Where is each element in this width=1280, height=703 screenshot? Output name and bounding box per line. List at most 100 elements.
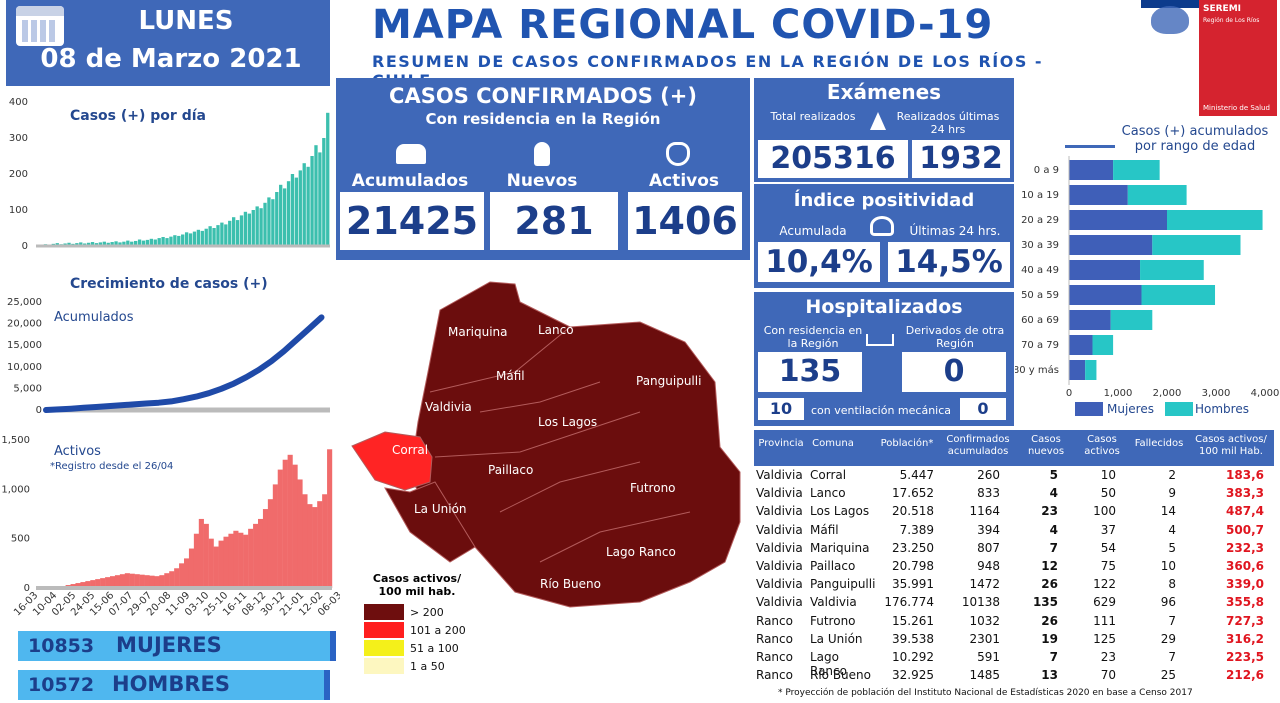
table-row: Valdivia Corral 5.447 260 5 10 2 183,6 [754,466,1274,484]
hombres-value: 10572 [28,674,95,696]
table-cell: 111 [1093,613,1116,628]
bar [248,528,254,588]
map-label: Lanco [538,323,574,337]
flask-icon [870,112,886,130]
bar-hombres [1113,160,1160,180]
category-label: 30 a 39 [1021,240,1059,251]
table-cell: 948 [977,559,1000,573]
bar [286,181,291,246]
date-label: 08 de Marzo 2021 [40,44,302,74]
bar [126,240,130,246]
bar [271,199,275,246]
vent-derivados-value: 0 [960,398,1006,420]
bar [153,239,157,246]
map-label: Paillaco [488,463,533,477]
tick-label: 20,000 [7,319,42,330]
map-svg: Mariquina Lanco Máfil Panguipulli Valdiv… [351,281,741,608]
bar [253,523,259,588]
category-label: 40 a 49 [1021,265,1059,276]
tick-label: 1,500 [1,435,30,446]
col-header: Población* [880,438,934,449]
table-cell: Panguipulli [810,577,876,592]
bar [179,563,185,588]
bar [322,494,328,588]
category-label: 10 a 19 [1021,190,1059,201]
legend-mujeres-swatch [1075,402,1103,416]
category-label: 0 a 9 [1034,165,1059,176]
table-cell: 26 [1041,577,1058,592]
legend-label: 1 a 50 [410,660,445,673]
bar [90,580,96,588]
bar [243,211,248,246]
casos-subtitle: Con residencia en la Región [425,110,661,128]
bar [106,242,110,246]
table-cell: 394 [977,522,1000,537]
hombres-bar: 10572 HOMBRES [18,670,330,700]
tick-label: 100 [9,205,28,216]
map-label: Los Lagos [538,415,597,429]
table-cell: 4 [1049,522,1058,537]
col-header: Casos nuevos [1027,434,1065,457]
table-cell: Ranco [756,613,793,628]
legend-label: 51 a 100 [410,642,459,655]
hombres-label: HOMBRES [112,672,230,696]
table-cell: 316,2 [1226,631,1264,646]
bar [134,240,138,246]
bar [139,574,145,588]
tick-label: 400 [9,97,28,108]
logo-line1: SEREMI [1203,4,1242,14]
bar [177,235,181,246]
table-cell: 355,8 [1226,595,1264,610]
table-cell: 10 [1160,559,1176,573]
coat-of-arms-icon [1151,6,1189,34]
bar [235,220,240,246]
bar [208,226,212,246]
derivados-label: Derivados de otra Región [905,324,1005,350]
tick-label: 500 [11,534,30,545]
table-cell: Valdivia [756,486,803,501]
bar [302,163,306,246]
bar [145,239,150,246]
table-cell: 25 [1160,668,1176,683]
bar [85,581,91,588]
bar [262,509,269,588]
bar-mujeres [1069,160,1114,180]
bar [322,138,326,246]
table-row: Ranco Lago Ranco 10.292 591 7 23 7 223,5 [754,648,1274,678]
table-cell: 1485 [969,668,1000,683]
mujeres-bar: 10853 MUJERES [18,631,336,661]
tick-label: 0 [24,583,30,594]
ventilacion-label: con ventilación mecánica [810,404,952,417]
bar-mujeres [1069,235,1153,255]
bar [161,237,165,246]
table-cell: Los Lagos [810,504,870,519]
col-header: Comuna [812,438,854,449]
table-row: Valdivia Lanco 17.652 833 4 50 9 383,3 [754,484,1274,502]
table-cell: Río Bueno [810,668,871,683]
chart-note: *Registro desde el 26/04 [50,461,174,472]
table-cell: 32.925 [892,668,934,683]
acumulada-value: 10,4% [758,242,880,282]
legend-label: > 200 [410,606,444,619]
bar [306,166,310,246]
family-icon [1065,124,1115,148]
bar [290,174,295,246]
table-row: Ranco La Unión 39.538 2301 19 125 29 316,2 [754,630,1274,648]
bar [263,202,267,246]
table-cell: 54 [1100,540,1116,555]
bar-mujeres [1069,310,1111,330]
ultimas-pos-value: 14,5% [888,242,1010,282]
bar [100,578,106,588]
acumulada-label: Acumulada [779,224,847,238]
map-legend: Casos activos/ 100 mil hab. > 200 101 a … [362,572,472,682]
legend-swatch [364,604,404,620]
bar [275,192,279,246]
table-cell: Futrono [810,613,856,628]
hospital-bed-icon [866,334,894,346]
bar [279,184,283,246]
tick-label: 25,000 [7,297,42,308]
table-cell: 487,4 [1226,504,1264,519]
derivados-value: 0 [902,352,1006,392]
seremi-logo: SEREMI Región de Los Ríos Ministerio de … [1141,0,1277,116]
table-cell: 9 [1168,486,1176,501]
